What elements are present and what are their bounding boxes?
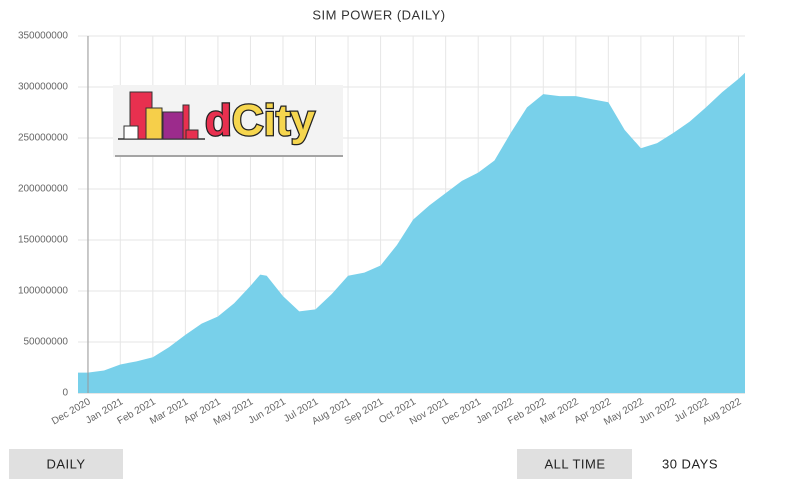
30-days-button[interactable]: 30 DAYS: [662, 456, 718, 471]
button-label[interactable]: ALL TIME: [544, 456, 605, 471]
y-tick-label: 0: [62, 388, 68, 399]
logo: dCity: [113, 85, 343, 157]
y-tick-label: 300000000: [18, 82, 68, 93]
logo-text: dCity: [205, 96, 316, 145]
x-tick-label: Jun 2021: [247, 396, 289, 426]
button-bg[interactable]: [9, 449, 123, 479]
logo-building: [145, 107, 163, 140]
logo-house: [123, 125, 139, 140]
y-tick-label: 150000000: [18, 235, 68, 246]
y-tick-label: 250000000: [18, 133, 68, 144]
logo-building: [162, 111, 184, 140]
y-tick-label: 200000000: [18, 184, 68, 195]
y-tick-label: 350000000: [18, 31, 68, 42]
x-tick-label: Jun 2022: [637, 396, 679, 426]
chart-title: SIM POWER (DAILY): [312, 7, 445, 22]
y-tick-label: 100000000: [18, 286, 68, 297]
plot: [78, 72, 745, 393]
daily-button[interactable]: DAILY: [9, 449, 123, 479]
button-label[interactable]: 30 DAYS: [662, 456, 718, 471]
logo-city: City: [232, 96, 316, 145]
all-time-button[interactable]: ALL TIME: [517, 449, 632, 479]
logo-d: d: [205, 96, 232, 145]
logo-shed: [185, 129, 199, 140]
y-tick-label: 50000000: [24, 337, 69, 348]
area: [78, 72, 745, 393]
button-label[interactable]: DAILY: [46, 456, 85, 471]
button-bg[interactable]: [517, 449, 632, 479]
